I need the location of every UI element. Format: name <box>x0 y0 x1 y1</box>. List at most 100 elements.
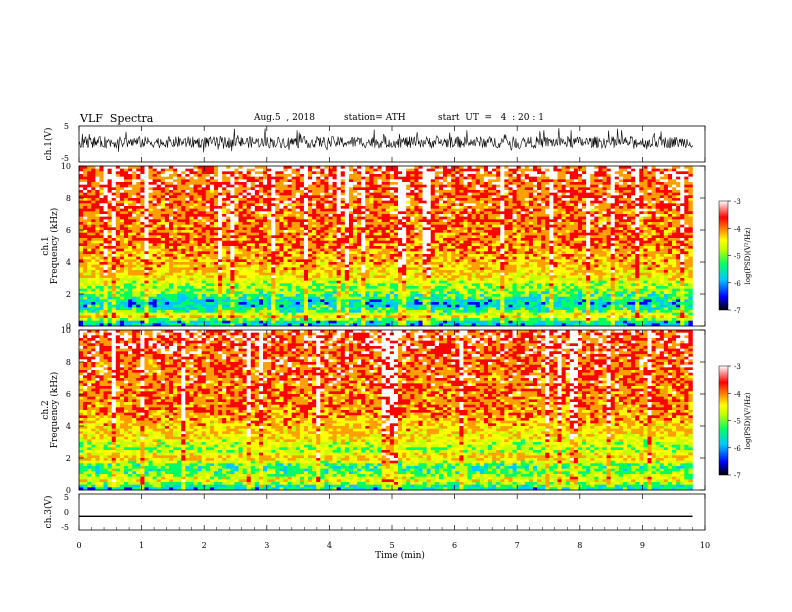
spectrogram-cell <box>263 187 268 191</box>
spectrogram-cell <box>152 318 158 321</box>
spectrogram-cell <box>156 176 162 180</box>
spectrogram-cell <box>144 243 149 247</box>
spectrogram-cell <box>103 235 108 239</box>
spectrogram-cell <box>242 291 247 295</box>
spectrogram-cell <box>373 320 378 324</box>
spectrogram-cell <box>205 222 211 225</box>
spectrogram-cell <box>197 259 202 263</box>
spectrogram-cell <box>344 312 350 316</box>
spectrogram-cell <box>103 171 108 175</box>
spectrogram-cell <box>336 192 342 196</box>
spectrogram-cell <box>385 232 391 236</box>
spectrogram-cell <box>283 208 288 212</box>
spectrogram-cell <box>381 315 387 319</box>
spectrogram-cell <box>291 198 297 201</box>
spectrogram-cell <box>275 227 280 231</box>
spectrogram-cell <box>83 230 88 233</box>
spectrogram-cell <box>398 174 403 177</box>
spectrogram-cell <box>369 222 374 225</box>
spectrogram-cell <box>103 280 108 284</box>
spectrogram-cell <box>377 264 382 268</box>
spectrogram-cell <box>312 176 317 180</box>
spectrogram-cell <box>140 168 145 172</box>
spectrogram-cell <box>209 216 215 220</box>
spectrogram-cell <box>201 275 207 279</box>
spectrogram-cell <box>226 230 231 233</box>
spectrogram-cell <box>344 240 350 244</box>
spectrogram-cell <box>389 283 395 287</box>
spectrogram-cell <box>410 310 415 313</box>
spectrogram-cell <box>398 299 403 303</box>
spectrogram-cell <box>197 264 202 268</box>
spectrogram-cell <box>398 291 403 295</box>
spectrogram-cell <box>332 211 337 215</box>
spectrogram-cell <box>115 198 121 201</box>
spectrogram-cell <box>258 267 264 271</box>
spectrogram-cell <box>189 171 194 175</box>
spectrogram-cell <box>336 200 342 204</box>
spectrogram-cell <box>115 230 121 233</box>
spectrogram-cell <box>258 307 264 311</box>
spectrogram-cell <box>218 243 223 247</box>
spectrogram-cell <box>377 323 382 327</box>
spectrogram-cell <box>95 267 100 271</box>
spectrogram-cell <box>402 187 407 191</box>
spectrogram-cell <box>213 200 219 204</box>
spectrogram-cell <box>209 174 215 177</box>
spectrogram-cell <box>213 179 219 183</box>
spectrogram-cell <box>128 184 133 188</box>
spectrogram-cell <box>213 238 219 241</box>
spectrogram-cell <box>160 310 166 313</box>
spectrogram-cell <box>136 318 141 321</box>
spectrogram-cell <box>164 278 170 281</box>
spectrogram-cell <box>123 312 129 316</box>
spectrogram-cell <box>258 272 264 276</box>
spectrogram-cell <box>336 286 342 289</box>
spectrogram-cell <box>156 206 162 209</box>
spectrogram-cell <box>312 251 317 255</box>
spectrogram-cell <box>115 304 121 308</box>
spectrogram-cell <box>377 299 382 303</box>
spectrogram-cell <box>222 307 227 311</box>
spectrogram-cell <box>393 256 399 260</box>
spectrogram-cell <box>320 206 325 209</box>
spectrogram-cell <box>226 294 231 297</box>
spectrogram-cell <box>357 248 362 252</box>
spectrogram-cell <box>156 216 162 220</box>
spectrogram-cell <box>365 312 370 316</box>
spectrogram-cell <box>173 187 178 191</box>
spectrogram-cell <box>267 216 272 220</box>
spectrogram-cell <box>156 275 162 279</box>
spectrogram-cell <box>222 320 227 324</box>
spectrogram-cell <box>115 299 121 303</box>
spectrogram-cell <box>148 251 153 255</box>
spectrogram-cell <box>308 248 313 252</box>
spectrogram-cell <box>353 256 358 260</box>
spectrogram-cell <box>144 307 149 311</box>
spectrogram-cell <box>410 254 415 257</box>
spectrogram-cell <box>234 302 239 305</box>
spectrogram-cell <box>164 320 170 324</box>
spectrogram-cell <box>369 184 374 188</box>
spectrogram-cell <box>308 179 313 183</box>
spectrogram-cell <box>263 176 268 180</box>
spectrogram-cell <box>344 208 350 212</box>
spectrogram-cell <box>267 267 272 271</box>
spectrogram-cell <box>267 166 272 169</box>
spectrogram-cell <box>168 168 174 172</box>
spectrogram-cell <box>287 171 292 175</box>
spectrogram-cell <box>79 256 84 260</box>
spectrogram-cell <box>263 219 268 223</box>
spectrogram-cell <box>328 216 333 220</box>
spectrogram-cell <box>107 179 113 183</box>
spectrogram-cell <box>324 211 329 215</box>
spectrogram-cell <box>373 232 378 236</box>
spectrogram-cell <box>332 224 337 228</box>
spectrogram-cell <box>267 323 272 327</box>
spectrogram-cell <box>95 166 100 169</box>
spectrogram-cell <box>287 174 292 177</box>
spectrogram-cell <box>258 227 264 231</box>
spectrogram-cell <box>107 254 113 257</box>
spectrogram-cell <box>263 280 268 284</box>
spectrogram-cell <box>91 310 96 313</box>
